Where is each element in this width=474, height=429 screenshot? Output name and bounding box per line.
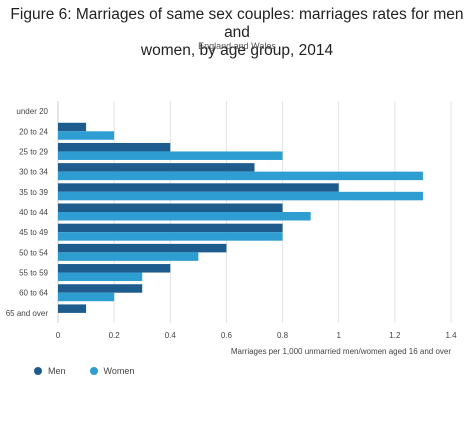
y-tick-label: 45 to 49	[19, 228, 48, 237]
bar-men-60-to-64[interactable]	[58, 284, 143, 293]
bar-men-50-to-54[interactable]	[58, 243, 227, 253]
y-tick-label: 55 to 59	[19, 269, 48, 278]
x-tick-label: 0.6	[221, 331, 233, 340]
bar-men-30-to-34[interactable]	[58, 163, 255, 172]
chart-title-line-1: Figure 6: Marriages of same sex couples:…	[10, 6, 464, 41]
bar-women-30-to-34[interactable]	[58, 171, 423, 181]
chart-subtitle: England and Wales	[198, 41, 276, 51]
chart-legend: Men Women	[34, 366, 158, 376]
x-tick-label: 0.2	[109, 331, 121, 340]
x-tick-label: 0.8	[277, 331, 289, 340]
bar-women-50-to-54[interactable]	[58, 252, 199, 261]
x-tick-label: 1.4	[445, 331, 457, 340]
bar-women-60-to-64[interactable]	[58, 292, 115, 302]
bar-men-20-to-24[interactable]	[58, 122, 87, 132]
legend-swatch-icon	[34, 367, 42, 375]
x-tick-label: 0	[56, 331, 61, 340]
bar-men-45-to-49[interactable]	[58, 223, 283, 233]
y-tick-label: 40 to 44	[19, 208, 48, 217]
bar-women-40-to-44[interactable]	[58, 212, 311, 221]
bar-women-35-to-39[interactable]	[58, 191, 423, 201]
legend-item-women[interactable]: Women	[89, 366, 135, 376]
y-tick-label: 25 to 29	[19, 147, 48, 156]
bar-men-65-and-over[interactable]	[58, 304, 87, 313]
x-tick-label: 1.2	[389, 331, 401, 340]
y-tick-label: 35 to 39	[19, 188, 48, 197]
y-tick-label: 60 to 64	[19, 289, 48, 298]
bar-men-35-to-39[interactable]	[58, 183, 339, 192]
bar-women-20-to-24[interactable]	[58, 131, 115, 140]
bar-women-45-to-49[interactable]	[58, 232, 283, 241]
legend-swatch-icon	[89, 367, 98, 375]
bar-women-25-to-29[interactable]	[58, 151, 283, 160]
chart-title: Figure 6: Marriages of same sex couples:…	[0, 6, 474, 60]
y-tick-label: 30 to 34	[19, 168, 48, 177]
bar-women-55-to-59[interactable]	[58, 272, 143, 282]
legend-label: Women	[103, 366, 135, 376]
chart-title-line-2: women, by age group, 2014	[140, 42, 334, 59]
legend-item-men[interactable]: Men	[34, 366, 66, 376]
y-tick-label: 20 to 24	[19, 127, 48, 136]
y-tick-label: under 20	[16, 107, 48, 116]
y-tick-label: 50 to 54	[19, 248, 48, 257]
bar-men-55-to-59[interactable]	[58, 264, 171, 273]
x-tick-label: 1	[336, 331, 341, 340]
x-tick-label: 0.4	[165, 331, 177, 340]
x-axis-title: Marriages per 1,000 unmarried men/women …	[231, 347, 451, 356]
bar-men-25-to-29[interactable]	[58, 142, 171, 152]
legend-label: Men	[48, 366, 66, 376]
y-tick-label: 65 and over	[6, 309, 49, 318]
bar-men-40-to-44[interactable]	[58, 203, 283, 213]
